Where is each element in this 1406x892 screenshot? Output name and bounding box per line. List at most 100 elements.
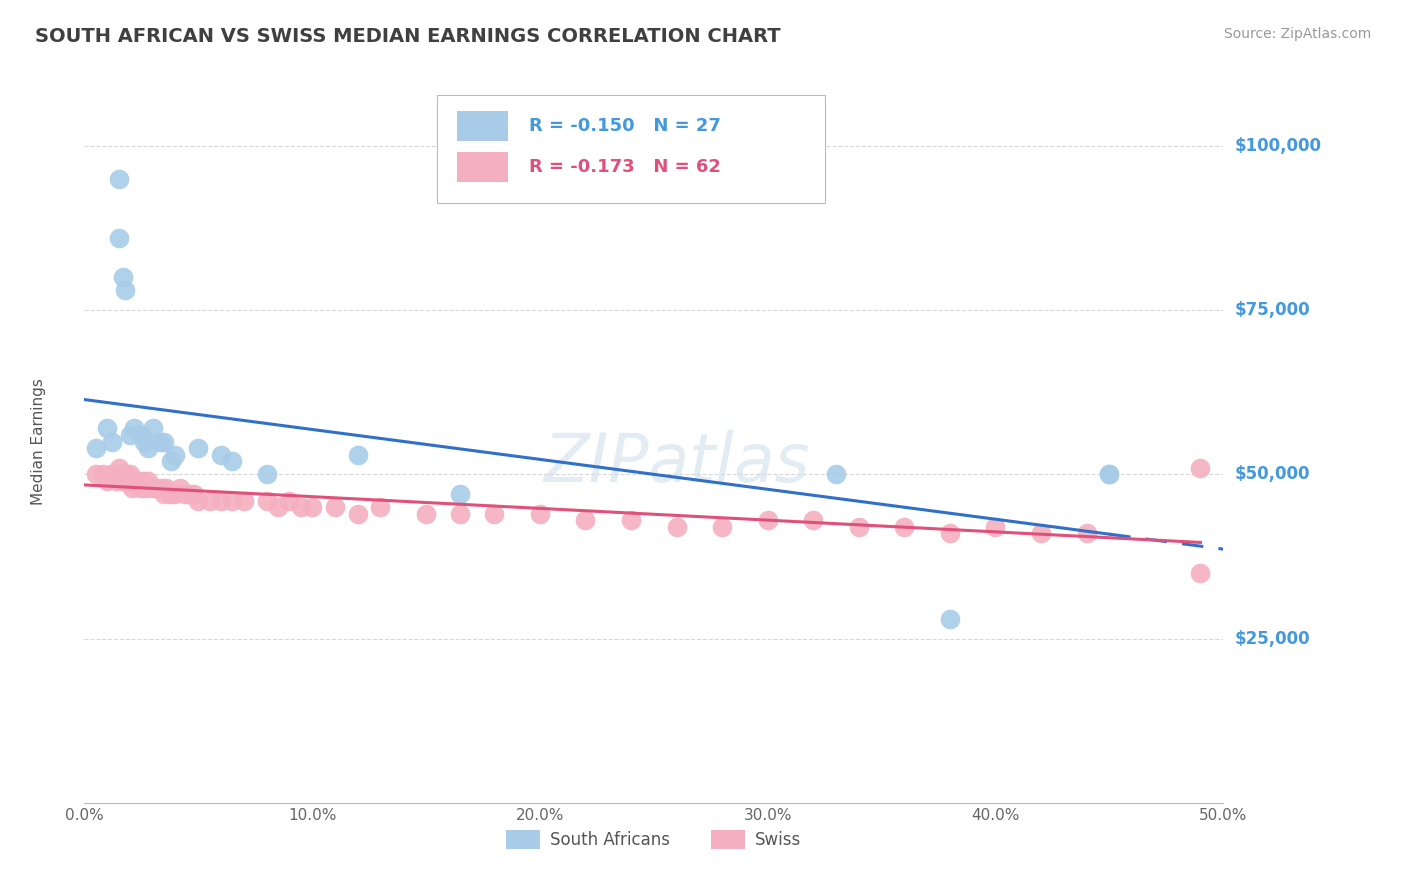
Point <box>256 467 278 482</box>
Point <box>135 481 157 495</box>
Point <box>169 481 191 495</box>
FancyBboxPatch shape <box>457 152 508 182</box>
Point <box>150 481 173 495</box>
Point <box>114 467 136 482</box>
Point <box>100 434 122 449</box>
Point <box>756 513 779 527</box>
Point <box>449 507 471 521</box>
Point <box>370 500 392 515</box>
Point <box>173 487 195 501</box>
Point <box>187 441 209 455</box>
Legend: South Africans, Swiss: South Africans, Swiss <box>499 823 808 856</box>
Point <box>449 487 471 501</box>
Point <box>100 467 122 482</box>
Point <box>131 428 153 442</box>
Point <box>1098 467 1121 482</box>
Point <box>142 481 165 495</box>
Point <box>84 441 107 455</box>
Point <box>107 460 129 475</box>
Point <box>165 487 187 501</box>
Point <box>155 481 177 495</box>
Point <box>148 434 170 449</box>
Text: R = -0.173   N = 62: R = -0.173 N = 62 <box>529 158 720 176</box>
Point <box>221 493 243 508</box>
Text: ZIPatlas: ZIPatlas <box>543 430 810 496</box>
Point <box>124 421 146 435</box>
Point <box>1189 460 1212 475</box>
Point <box>187 493 209 508</box>
Point <box>165 448 187 462</box>
Point <box>484 507 506 521</box>
Point <box>1076 526 1098 541</box>
Point <box>131 481 153 495</box>
Point <box>112 270 135 285</box>
Point <box>105 474 128 488</box>
Point <box>136 474 159 488</box>
Point <box>346 448 368 462</box>
Point <box>825 467 848 482</box>
Point <box>198 493 221 508</box>
Point <box>146 481 169 495</box>
Point <box>96 421 118 435</box>
Text: $50,000: $50,000 <box>1234 466 1310 483</box>
Point <box>124 474 146 488</box>
Point <box>939 612 962 626</box>
Point <box>665 520 688 534</box>
Text: $100,000: $100,000 <box>1234 137 1322 155</box>
Point <box>801 513 824 527</box>
Point <box>1098 467 1121 482</box>
Point <box>117 474 139 488</box>
Text: SOUTH AFRICAN VS SWISS MEDIAN EARNINGS CORRELATION CHART: SOUTH AFRICAN VS SWISS MEDIAN EARNINGS C… <box>35 27 780 45</box>
Point <box>107 231 129 245</box>
Point <box>125 474 148 488</box>
Point <box>121 481 143 495</box>
Point <box>232 493 254 508</box>
Point <box>118 467 141 482</box>
FancyBboxPatch shape <box>437 95 825 203</box>
Point <box>160 487 183 501</box>
Point <box>209 493 232 508</box>
Point <box>323 500 346 515</box>
Point <box>711 520 734 534</box>
Point <box>415 507 437 521</box>
Point <box>107 171 129 186</box>
Point <box>132 474 155 488</box>
Point <box>153 434 176 449</box>
Point <box>96 474 118 488</box>
Point <box>346 507 368 521</box>
Point <box>278 493 301 508</box>
Point <box>110 474 132 488</box>
Text: Median Earnings: Median Earnings <box>31 378 46 505</box>
Text: $25,000: $25,000 <box>1234 630 1310 648</box>
Text: $75,000: $75,000 <box>1234 301 1310 319</box>
Point <box>529 507 551 521</box>
Point <box>301 500 323 515</box>
Point <box>160 454 183 468</box>
Point <box>183 487 205 501</box>
Point <box>114 284 136 298</box>
Point <box>984 520 1007 534</box>
Point <box>574 513 596 527</box>
Point <box>91 467 114 482</box>
Point <box>112 467 135 482</box>
Text: Source: ZipAtlas.com: Source: ZipAtlas.com <box>1223 27 1371 41</box>
Point <box>84 467 107 482</box>
Point <box>209 448 232 462</box>
Point <box>290 500 312 515</box>
Point <box>136 441 159 455</box>
Point <box>103 467 125 482</box>
Point <box>221 454 243 468</box>
Point <box>128 474 150 488</box>
Point <box>256 493 278 508</box>
Point <box>1189 566 1212 580</box>
Point <box>267 500 290 515</box>
Point <box>893 520 915 534</box>
Point <box>939 526 962 541</box>
Point <box>179 487 201 501</box>
Point <box>142 421 165 435</box>
Point <box>132 434 155 449</box>
Text: R = -0.150   N = 27: R = -0.150 N = 27 <box>529 117 720 135</box>
Point <box>848 520 870 534</box>
Point <box>153 487 176 501</box>
Point <box>118 428 141 442</box>
